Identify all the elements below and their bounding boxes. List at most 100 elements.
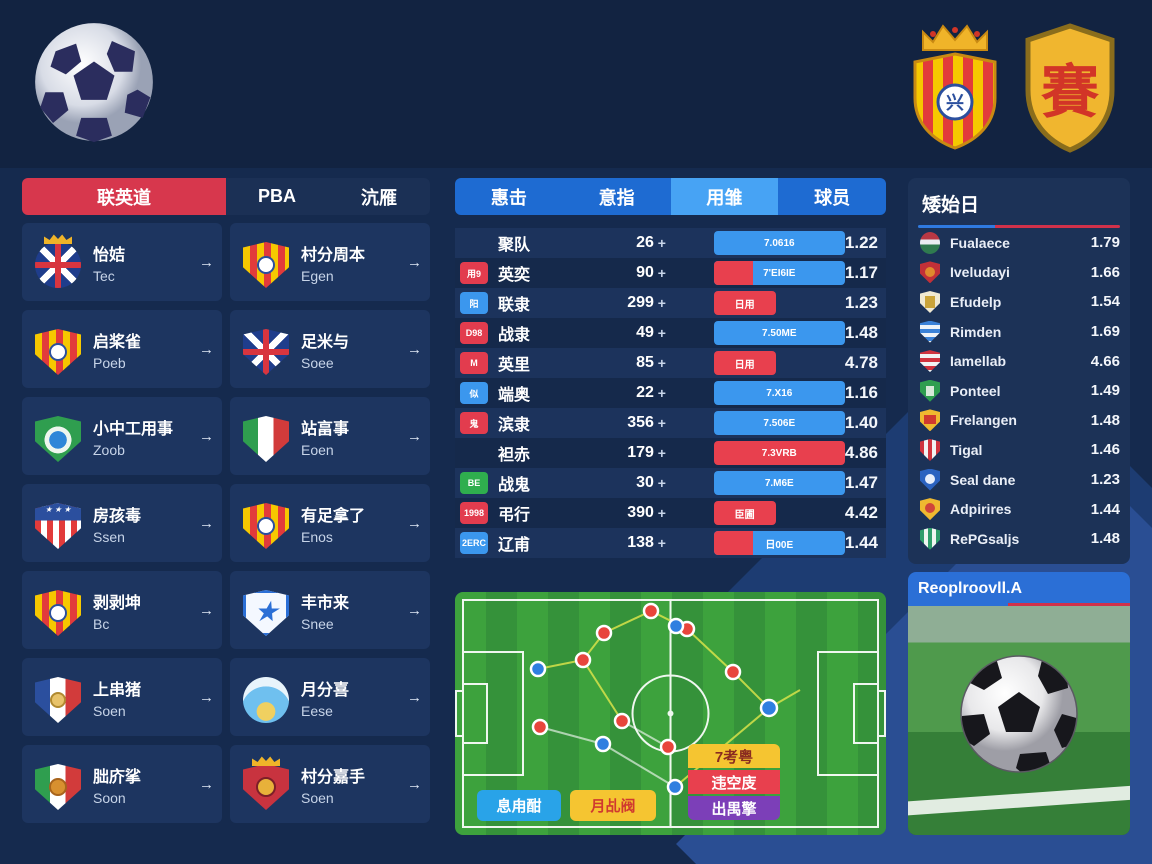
odds-bar[interactable]: 7.X16 [713, 381, 845, 405]
photo-card[interactable]: Reoplroovll.A [908, 572, 1130, 835]
odds-value: 4.86 [844, 443, 878, 462]
league-card[interactable]: 丰市来 Snee → [230, 571, 430, 649]
card-subtitle: Tec [93, 267, 115, 284]
odds-row[interactable]: M 英里 85 + 日用 4.78 [455, 348, 886, 378]
odds-bar[interactable]: 7.0616 [713, 231, 845, 255]
svg-text:賽: 賽 [1041, 60, 1099, 125]
league-card[interactable]: 剥剥坤 Bc → [22, 571, 222, 649]
entry-name: Frelangen [950, 412, 1017, 429]
card-title: 足米与 [301, 333, 350, 351]
card-subtitle: Snee [301, 615, 334, 632]
green-white-shield-icon [920, 527, 940, 550]
odds-row[interactable]: 阳 联隶 299 + 日用 1.23 [455, 288, 886, 318]
team-badge: 鬼 [460, 412, 488, 434]
card-subtitle: Ssen [93, 528, 125, 545]
bar-label: 臣圃 [734, 509, 755, 521]
tab-2[interactable]: 意指 [598, 187, 635, 208]
league-card[interactable]: 站畗事 Eoen → [230, 397, 430, 475]
odds-row[interactable]: D98 战隶 49 + 7.50ME 1.48 [455, 318, 886, 348]
odds-table: 聚队 26 + 7.0616 1.22 用9 英奕 90 + 7'EI6IE 1… [455, 228, 886, 558]
odds-bar[interactable]: 臣圃 [713, 501, 776, 525]
tactics-pitch[interactable]: 息甪酣 月乩阀 7考粤 违空庋 出禺擎 [455, 592, 886, 835]
card-title: 上串猪 [93, 681, 142, 699]
pitch-stack-label-1[interactable]: 7考粤 [688, 744, 780, 768]
list-item[interactable]: RePGsaljs 1.48 [918, 524, 1120, 554]
team-badge: 阳 [460, 292, 488, 314]
league-card[interactable]: 怡姞 Tec → [22, 223, 222, 301]
green-shield-flag-icon [920, 379, 940, 402]
team-name: 英奕 [498, 267, 531, 284]
card-title: 丰市来 [301, 594, 350, 612]
team-badge [460, 442, 488, 464]
tab-3-active[interactable]: 用雏 [670, 178, 779, 215]
list-item[interactable]: Iveludayi 1.66 [918, 258, 1120, 288]
team-badge: M [460, 352, 488, 374]
striped-crest-icon [32, 321, 84, 377]
pitch-markings [455, 599, 886, 828]
odds-bar[interactable]: 7.3VRB [713, 441, 845, 465]
odds-row[interactable]: BE 战鬼 30 + 7.M6E 1.47 [455, 468, 886, 498]
league-card[interactable]: 小中工用事 Zoob → [22, 397, 222, 475]
plus-sign: + [657, 265, 666, 281]
arrow-icon: → [407, 688, 422, 706]
league-card[interactable]: 上串猪 Soen → [22, 658, 222, 736]
list-item[interactable]: Fualaece 1.79 [918, 228, 1120, 258]
tab-leagues-active[interactable]: 联英道 [22, 178, 226, 215]
list-item[interactable]: Adpirires 1.44 [918, 494, 1120, 524]
odds-bar[interactable]: 7.50ME [713, 321, 845, 345]
team-badge [460, 232, 488, 254]
odds-bar[interactable]: 日用 [713, 351, 776, 375]
league-card[interactable]: 有足拿了 Enos → [230, 484, 430, 562]
odds-row[interactable]: 似 端奥 22 + 7.X16 1.16 [455, 378, 886, 408]
league-card[interactable]: 启桨雀 Poeb → [22, 310, 222, 388]
pitch-label-blue[interactable]: 息甪酣 [477, 790, 561, 821]
tab-1[interactable]: 惠击 [490, 187, 527, 208]
striped-crest-icon [240, 495, 292, 551]
card-title: 村分嘉手 [301, 768, 366, 786]
card-subtitle: Enos [301, 528, 333, 545]
pitch-stack-label-2[interactable]: 违空庋 [688, 770, 780, 794]
team-badge: BE [460, 472, 488, 494]
league-card[interactable]: 房孩毒 Ssen → [22, 484, 222, 562]
france-shield-icon [32, 669, 84, 725]
tab-other[interactable]: 沆雁 [361, 187, 397, 208]
arrow-icon: → [407, 514, 422, 532]
odds-bar[interactable]: 7'EI6IE [713, 261, 845, 285]
list-item[interactable]: Tigal 1.46 [918, 435, 1120, 465]
arrow-icon: → [407, 775, 422, 793]
odds-bar[interactable]: 日用 [713, 291, 776, 315]
odds-row[interactable]: 用9 英奕 90 + 7'EI6IE 1.17 [455, 258, 886, 288]
odds-row[interactable]: 袒赤 179 + 7.3VRB 4.86 [455, 438, 886, 468]
odds-value: 1.23 [844, 293, 878, 312]
odds-row[interactable]: 2ERC 辽甫 138 + 日00E 1.44 [455, 528, 886, 558]
league-card[interactable]: 朏庎挲 Soon → [22, 745, 222, 823]
odds-bar[interactable]: 7.506E [713, 411, 845, 435]
league-card[interactable]: 村分嘉手 Soen → [230, 745, 430, 823]
stat-value: 26 [636, 234, 654, 251]
odds-row[interactable]: 鬼 滨隶 356 + 7.506E 1.40 [455, 408, 886, 438]
odds-bar[interactable]: 7.M6E [713, 471, 845, 495]
list-item[interactable]: Frelangen 1.48 [918, 406, 1120, 436]
pitch-label-yellow[interactable]: 月乩阀 [570, 790, 656, 821]
plus-sign: + [657, 385, 666, 401]
tab-pba[interactable]: PBA [257, 186, 296, 206]
italy-shield-icon [32, 756, 84, 812]
tab-4[interactable]: 球员 [814, 187, 851, 208]
team-name: 袒赤 [498, 447, 531, 464]
entry-name: Fualaece [950, 234, 1010, 251]
list-item[interactable]: Seal dane 1.23 [918, 465, 1120, 495]
arrow-icon: → [407, 427, 422, 445]
list-item[interactable]: Ponteel 1.49 [918, 376, 1120, 406]
list-item[interactable]: Iamellab 4.66 [918, 346, 1120, 376]
odds-row[interactable]: 聚队 26 + 7.0616 1.22 [455, 228, 886, 258]
pitch-stack-label-3[interactable]: 出禺擎 [688, 796, 780, 820]
stat-value: 299 [627, 294, 654, 311]
odds-row[interactable]: 1998 弔行 390 + 臣圃 4.42 [455, 498, 886, 528]
league-card[interactable]: 村分周本 Egen → [230, 223, 430, 301]
team-name: 弔行 [498, 507, 531, 524]
odds-bar[interactable]: 日00E [713, 531, 845, 555]
league-card[interactable]: 足米与 Soee → [230, 310, 430, 388]
list-item[interactable]: Rimden 1.69 [918, 317, 1120, 347]
league-card[interactable]: 月分喜 Eese → [230, 658, 430, 736]
list-item[interactable]: Efudelp 1.54 [918, 287, 1120, 317]
